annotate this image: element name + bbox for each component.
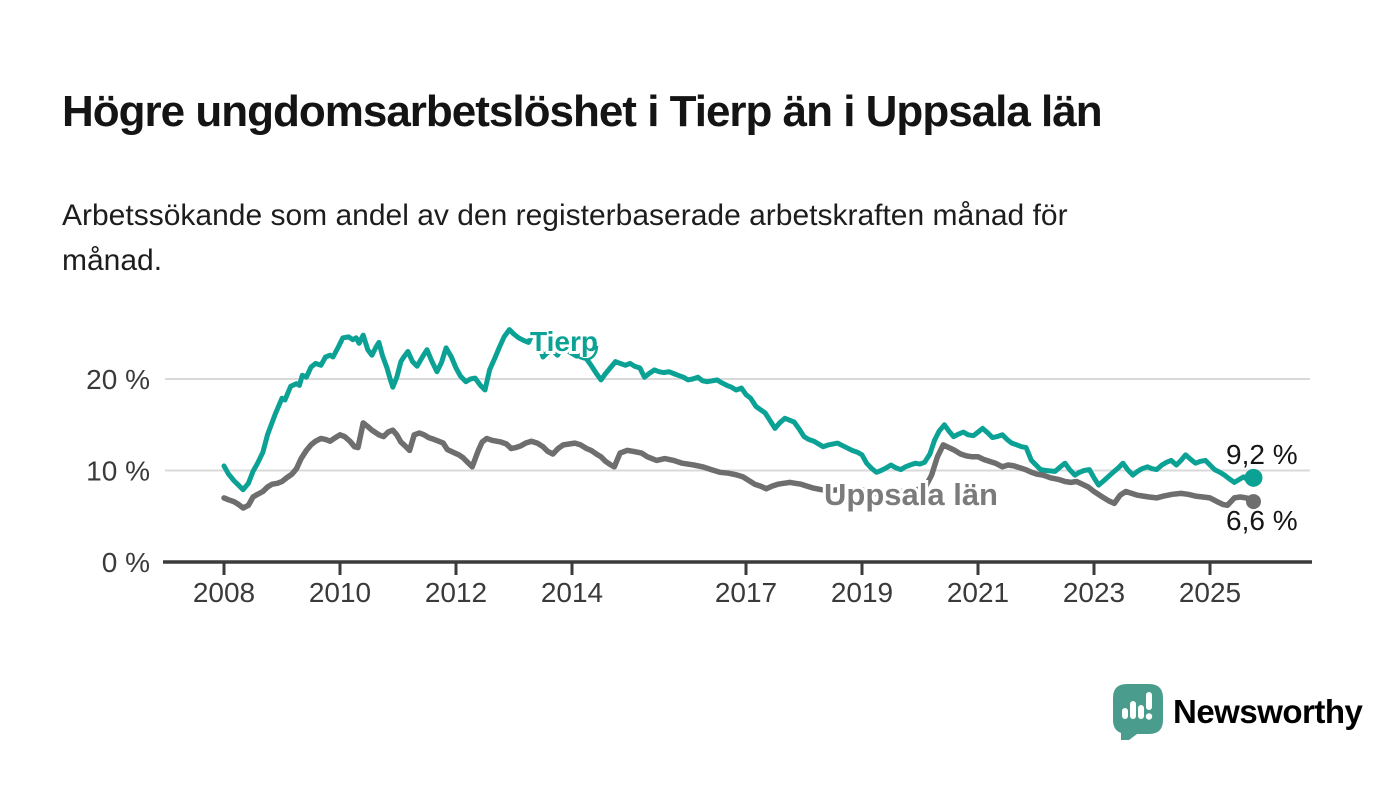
x-tick-label: 2010 bbox=[309, 577, 371, 608]
newsworthy-brand: Newsworthy bbox=[1113, 684, 1363, 740]
uppsala-end-value: 6,6 % bbox=[1226, 505, 1298, 536]
y-axis-labels: 0 % 10 % 20 % bbox=[86, 364, 150, 578]
newsworthy-logo-icon bbox=[1113, 684, 1163, 740]
tierp-label-connector bbox=[578, 345, 599, 361]
x-tick-label: 2025 bbox=[1179, 577, 1241, 608]
uppsala-series-label: Uppsala län bbox=[824, 477, 998, 512]
x-tick-label: 2008 bbox=[193, 577, 255, 608]
y-tick-label: 20 % bbox=[86, 364, 150, 395]
chart-subtitle: Arbetssökande som andel av den registerb… bbox=[62, 199, 1068, 277]
x-tick-label: 2017 bbox=[715, 577, 777, 608]
newsworthy-wordmark: Newsworthy bbox=[1173, 693, 1363, 730]
series-end-dot bbox=[1246, 494, 1261, 510]
y-tick-label: 0 % bbox=[102, 547, 150, 578]
x-tick-label: 2021 bbox=[947, 577, 1009, 608]
x-tick-label: 2019 bbox=[831, 577, 893, 608]
logo-bar-chart-icon bbox=[1122, 692, 1153, 720]
series-line-uppsala bbox=[221, 420, 1257, 511]
tierp-end-value: 9,2 % bbox=[1226, 439, 1298, 470]
series-line-tierp bbox=[221, 327, 1256, 493]
series-lines bbox=[221, 327, 1257, 511]
tierp-series-label: Tierp bbox=[530, 326, 598, 357]
y-tick-label: 10 % bbox=[86, 456, 150, 487]
x-tick-label: 2014 bbox=[541, 577, 603, 608]
page-title: Högre ungdomsarbetslöshet i Tierp än i U… bbox=[62, 87, 1103, 137]
x-tick-label: 2023 bbox=[1063, 577, 1125, 608]
x-tick-label: 2012 bbox=[425, 577, 487, 608]
series-end-dots bbox=[1244, 468, 1263, 510]
x-axis: 2008 2010 2012 2014 2017 2019 2021 2023 2025 bbox=[163, 560, 1312, 608]
gridlines bbox=[165, 378, 1310, 472]
series-end-dot bbox=[1244, 468, 1263, 487]
